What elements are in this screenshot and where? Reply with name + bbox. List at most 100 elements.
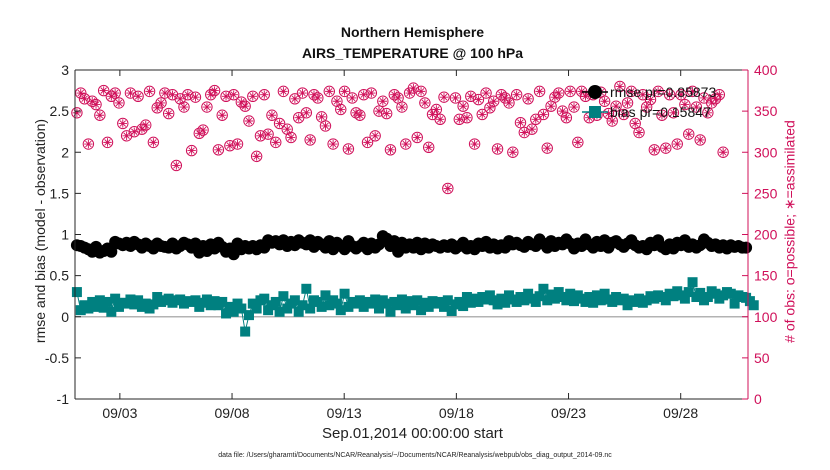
- obs-assimilated-marker: [179, 102, 189, 112]
- obs-assimilated-marker: [340, 87, 349, 96]
- obs-assimilated-marker: [313, 93, 323, 103]
- obs-assimilated-marker: [302, 108, 311, 117]
- obs-possible-marker: [644, 93, 657, 106]
- obs-possible-marker: [660, 142, 672, 154]
- obs-assimilated-marker: [512, 90, 521, 99]
- obs-possible-marker: [709, 93, 722, 105]
- rmse-point: [105, 245, 118, 258]
- obs-assimilated-marker: [543, 143, 552, 153]
- obs-point: [94, 109, 106, 121]
- bias-point: [316, 301, 327, 312]
- bias-point: [446, 305, 457, 316]
- legend-rmse-label: rmse pr=0.85873: [610, 84, 716, 100]
- obs-assimilated-marker: [141, 120, 150, 130]
- obs-possible-marker: [556, 105, 569, 117]
- bias-point: [289, 295, 300, 306]
- obs-possible-marker: [549, 91, 561, 103]
- obs-assimilated-marker: [382, 109, 391, 118]
- obs-assimilated-marker: [520, 128, 529, 137]
- obs-possible-marker: [625, 85, 638, 98]
- data-file-footnote: data file: /Users/gharamti/Documents/NCA…: [218, 452, 612, 459]
- obs-point: [522, 93, 534, 105]
- obs-assimilated-marker: [696, 135, 705, 145]
- obs-assimilated-marker: [611, 101, 621, 111]
- obs-point: [675, 88, 687, 101]
- obs-assimilated-marker: [608, 116, 617, 126]
- obs-assimilated-marker: [634, 128, 644, 137]
- obs-assimilated-marker: [321, 121, 330, 131]
- obs-possible-marker: [124, 87, 137, 99]
- obs-possible-marker: [105, 90, 118, 103]
- obs-assimilated-marker: [110, 88, 120, 98]
- bias-point: [618, 293, 629, 304]
- obs-possible-marker: [465, 90, 477, 103]
- obs-assimilated-marker: [305, 135, 315, 145]
- obs-assimilated-marker: [661, 143, 670, 153]
- bias-point: [439, 301, 450, 312]
- obs-point: [250, 150, 263, 163]
- right-axis-ticks: 0 50 100 150 200 250 300 350 400: [742, 62, 778, 407]
- obs-possible-marker: [185, 144, 198, 157]
- obs-point: [686, 85, 699, 98]
- obs-possible-marker: [495, 88, 508, 101]
- obs-possible-marker: [380, 107, 393, 120]
- bias-point: [584, 292, 595, 303]
- obs-assimilated-marker: [539, 110, 548, 119]
- left-tick-label: 0: [61, 309, 69, 325]
- obs-assimilated-marker: [126, 88, 135, 98]
- obs-assimilated-marker: [428, 110, 437, 119]
- obs-possible-marker: [472, 93, 485, 106]
- obs-point: [300, 107, 313, 119]
- obs-assimilated-marker: [187, 146, 196, 155]
- obs-possible-marker: [109, 87, 121, 99]
- obs-point: [400, 138, 412, 150]
- bias-point: [542, 295, 553, 306]
- obs-possible-marker: [663, 88, 676, 101]
- obs-point: [614, 80, 626, 93]
- obs-assimilated-marker: [718, 148, 728, 157]
- obs-point: [671, 138, 683, 150]
- bias-point: [500, 297, 511, 308]
- obs-assimilated-marker: [275, 119, 284, 128]
- bias-point: [385, 306, 396, 317]
- obs-assimilated-marker: [604, 109, 613, 118]
- obs-assimilated-marker: [516, 118, 525, 127]
- obs-point: [101, 136, 114, 149]
- obs-possible-marker: [147, 136, 160, 149]
- obs-assimilated-marker: [569, 102, 579, 112]
- bias-point: [461, 292, 472, 303]
- obs-point: [430, 103, 443, 116]
- chart-title: Northern Hemisphere: [340, 24, 485, 40]
- obs-assimilated-marker: [286, 133, 296, 142]
- obs-point: [312, 92, 324, 104]
- obs-point: [319, 120, 332, 132]
- bias-point: [458, 301, 469, 312]
- obs-possible-marker: [358, 88, 370, 101]
- obs-possible-marker: [453, 113, 465, 126]
- obs-possible-marker: [468, 138, 481, 150]
- obs-assimilated-marker: [210, 86, 219, 95]
- obs-possible-marker: [694, 134, 706, 146]
- obs-assimilated-marker: [653, 87, 663, 96]
- left-tick-label: 3: [61, 62, 69, 78]
- obs-assimilated-marker: [581, 92, 590, 101]
- bias-point: [106, 306, 117, 317]
- obs-possible-marker: [377, 95, 389, 107]
- obs-point: [273, 117, 286, 130]
- obs-assimilated-marker: [103, 138, 112, 147]
- obs-assimilated-marker: [462, 113, 472, 122]
- obs-possible-marker: [75, 87, 87, 99]
- obs-assimilated-marker: [91, 100, 101, 109]
- obs-point: [602, 107, 615, 120]
- right-tick-label: 50: [754, 350, 770, 366]
- obs-point: [503, 97, 515, 109]
- obs-assimilated-marker: [435, 115, 445, 124]
- obs-assimilated-marker: [650, 145, 659, 154]
- obs-assimilated-marker: [164, 109, 173, 118]
- bias-point: [679, 293, 690, 304]
- obs-assimilated-marker: [527, 125, 537, 134]
- bias-point: [236, 303, 247, 314]
- obs-assimilated-marker: [684, 129, 693, 139]
- obs-possible-marker: [342, 143, 355, 155]
- bias-point: [110, 293, 121, 304]
